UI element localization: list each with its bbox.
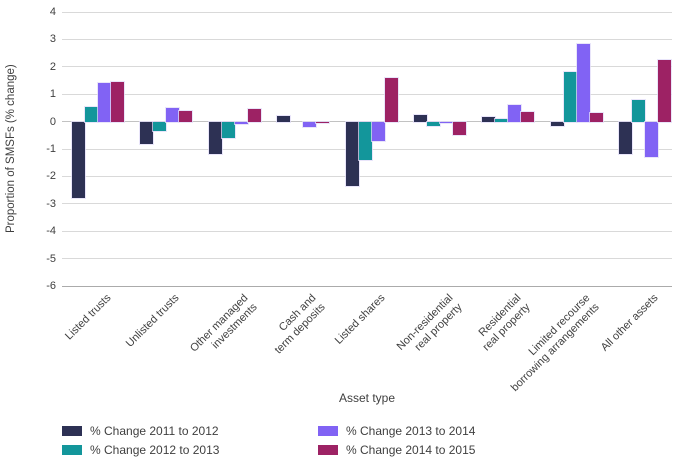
bar-4-9 <box>658 59 672 122</box>
bar-2-7 <box>495 118 509 122</box>
legend-label: % Change 2014 to 2015 <box>346 443 476 457</box>
legend-label: % Change 2012 to 2013 <box>90 443 220 457</box>
bar-3-5 <box>371 121 385 141</box>
gridline <box>62 230 672 232</box>
y-tick-label: -4 <box>46 225 56 238</box>
gridline <box>62 258 672 260</box>
x-axis-title: Asset type <box>338 391 396 405</box>
bar-4-2 <box>179 110 193 122</box>
gridline <box>62 285 672 287</box>
legend-item: % Change 2013 to 2014 <box>318 424 475 438</box>
y-tick-label: 4 <box>49 6 56 18</box>
bar-3-1 <box>98 83 111 122</box>
y-tick-label: -3 <box>46 197 56 210</box>
plot-area <box>62 11 672 287</box>
legend-item: % Change 2012 to 2013 <box>62 443 219 457</box>
bar-4-1 <box>111 81 124 122</box>
x-category-label: Listed trusts <box>63 292 114 343</box>
bar-2-2 <box>153 121 167 132</box>
bar-3-7 <box>508 105 522 122</box>
y-axis-title: Proportion of SMSFs (% change) <box>5 64 17 234</box>
legend-item: % Change 2011 to 2012 <box>62 424 219 438</box>
bar-1-7 <box>482 117 496 122</box>
bar-4-6 <box>453 121 466 136</box>
bar-2-9 <box>632 99 646 122</box>
bar-1-4 <box>277 116 291 122</box>
bar-4-4 <box>316 121 330 123</box>
bar-4-7 <box>521 112 535 122</box>
y-tick-label: -1 <box>46 143 56 155</box>
bar-2-6 <box>427 121 440 126</box>
bar-3-4 <box>303 121 317 128</box>
bar-1-9 <box>619 121 633 155</box>
y-tick-label: 1 <box>49 88 56 101</box>
bar-4-3 <box>247 109 261 122</box>
bar-1-5 <box>345 121 359 186</box>
legend-label: % Change 2013 to 2014 <box>346 424 476 438</box>
gridline <box>62 93 672 95</box>
legend-item: % Change 2014 to 2015 <box>318 443 475 457</box>
bar-4-5 <box>384 77 398 122</box>
bar-3-9 <box>645 121 659 158</box>
bar-1-2 <box>140 121 154 144</box>
gridline <box>62 175 672 177</box>
bar-1-8 <box>550 121 564 126</box>
x-category-label: All other assets <box>599 292 661 354</box>
gridline <box>62 11 672 13</box>
bar-3-2 <box>166 107 180 122</box>
bar-3-6 <box>440 121 453 123</box>
bar-3-8 <box>576 43 590 122</box>
y-tick-label: 0 <box>49 115 56 128</box>
gridline <box>62 66 672 68</box>
bar-1-3 <box>208 121 222 155</box>
y-tick-label: -6 <box>46 280 56 292</box>
bar-2-8 <box>563 72 577 122</box>
legend-swatch <box>318 445 338 455</box>
bar-4-8 <box>589 113 603 122</box>
bar-2-3 <box>221 121 235 139</box>
y-tick-label: 2 <box>49 60 56 73</box>
bar-1-1 <box>72 121 85 199</box>
y-tick-label: -2 <box>46 170 56 183</box>
gridline <box>62 203 672 205</box>
legend-swatch <box>62 426 82 436</box>
legend-label: % Change 2011 to 2012 <box>90 424 219 438</box>
bar-1-6 <box>414 114 427 122</box>
bar-3-3 <box>234 121 248 125</box>
y-tick-label: 3 <box>49 33 56 46</box>
legend-swatch <box>62 445 82 455</box>
legend-swatch <box>318 426 338 436</box>
y-tick-label: -5 <box>46 252 56 265</box>
bar-2-5 <box>358 121 372 160</box>
bar-2-1 <box>85 106 98 122</box>
gridline <box>62 38 672 40</box>
